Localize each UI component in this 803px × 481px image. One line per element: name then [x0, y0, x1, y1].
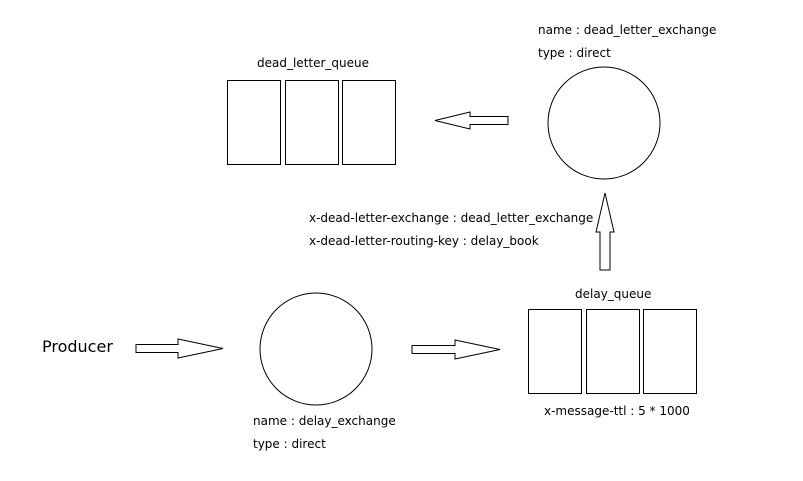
arrow-delay-queue-to-dlx: [595, 192, 615, 271]
dead-letter-queue-slot-1: [227, 80, 281, 165]
dead-letter-queue-boxes: [227, 80, 396, 165]
delay-queue-title: delay_queue: [575, 287, 652, 301]
delay-exchange-name: name : delay_exchange: [253, 414, 396, 428]
delay-queue-slot-2: [586, 309, 640, 394]
producer-label: Producer: [42, 337, 113, 356]
dead-letter-exchange-type: type : direct: [538, 46, 611, 60]
dead-letter-exchange-arg: x-dead-letter-exchange : dead_letter_exc…: [309, 211, 594, 225]
dead-letter-queue-title: dead_letter_queue: [257, 56, 370, 70]
dead-letter-routing-key-arg: x-dead-letter-routing-key : delay_book: [309, 234, 539, 248]
delay-exchange-node: [259, 292, 373, 406]
arrow-dlx-to-dlq: [434, 111, 509, 130]
dead-letter-exchange-name: name : dead_letter_exchange: [538, 23, 717, 37]
dead-letter-queue-slot-3: [342, 80, 396, 165]
delay-queue-slot-3: [643, 309, 697, 394]
arrow-delay-exchange-to-delay-queue: [411, 339, 501, 360]
delay-exchange-type: type : direct: [253, 437, 326, 451]
dead-letter-queue-slot-2: [285, 80, 339, 165]
delay-queue-slot-1: [528, 309, 582, 394]
dead-letter-exchange-node: [547, 66, 661, 180]
delay-queue-boxes: [528, 309, 697, 394]
arrow-producer-to-delay-exchange: [135, 338, 224, 359]
delay-queue-ttl: x-message-ttl : 5 * 1000: [544, 404, 690, 418]
